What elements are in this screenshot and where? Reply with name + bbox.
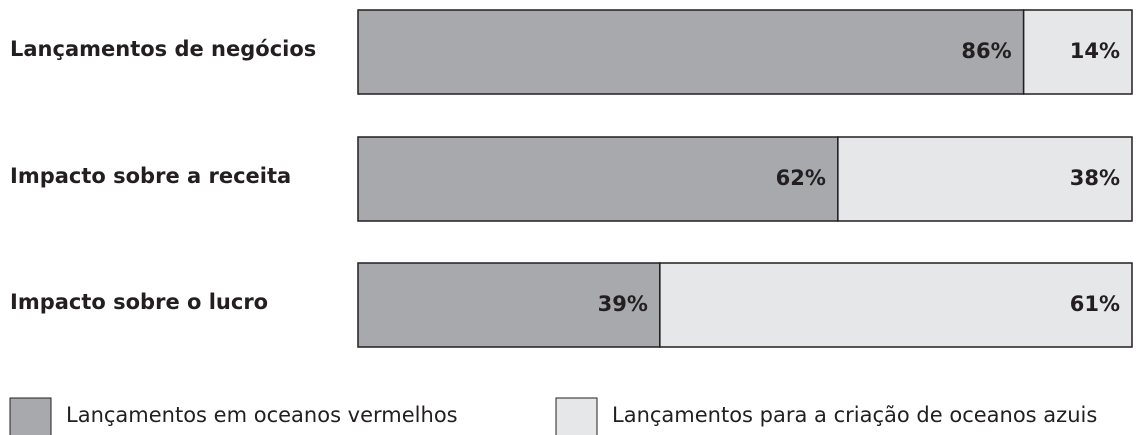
category-label: Impacto sobre o lucro (10, 290, 268, 314)
legend-swatch (555, 397, 598, 435)
legend-label: Lançamentos em oceanos vermelhos (66, 403, 458, 427)
bar-segment (357, 9, 1025, 95)
bar-segment (659, 262, 1133, 348)
bar-segment (357, 136, 839, 222)
bar-segment (837, 136, 1133, 222)
value-label: 39% (598, 292, 648, 316)
value-label: 61% (1070, 292, 1120, 316)
legend-swatch (9, 397, 52, 435)
category-label: Impacto sobre a receita (10, 164, 291, 188)
bar-segment (1022, 9, 1133, 95)
value-label: 14% (1070, 39, 1120, 63)
value-label: 38% (1070, 166, 1120, 190)
legend-label: Lançamentos para a criação de oceanos az… (612, 403, 1097, 427)
value-label: 86% (961, 39, 1011, 63)
bar-segment (357, 262, 661, 348)
value-label: 62% (776, 166, 826, 190)
category-label: Lançamentos de negócios (10, 37, 316, 61)
